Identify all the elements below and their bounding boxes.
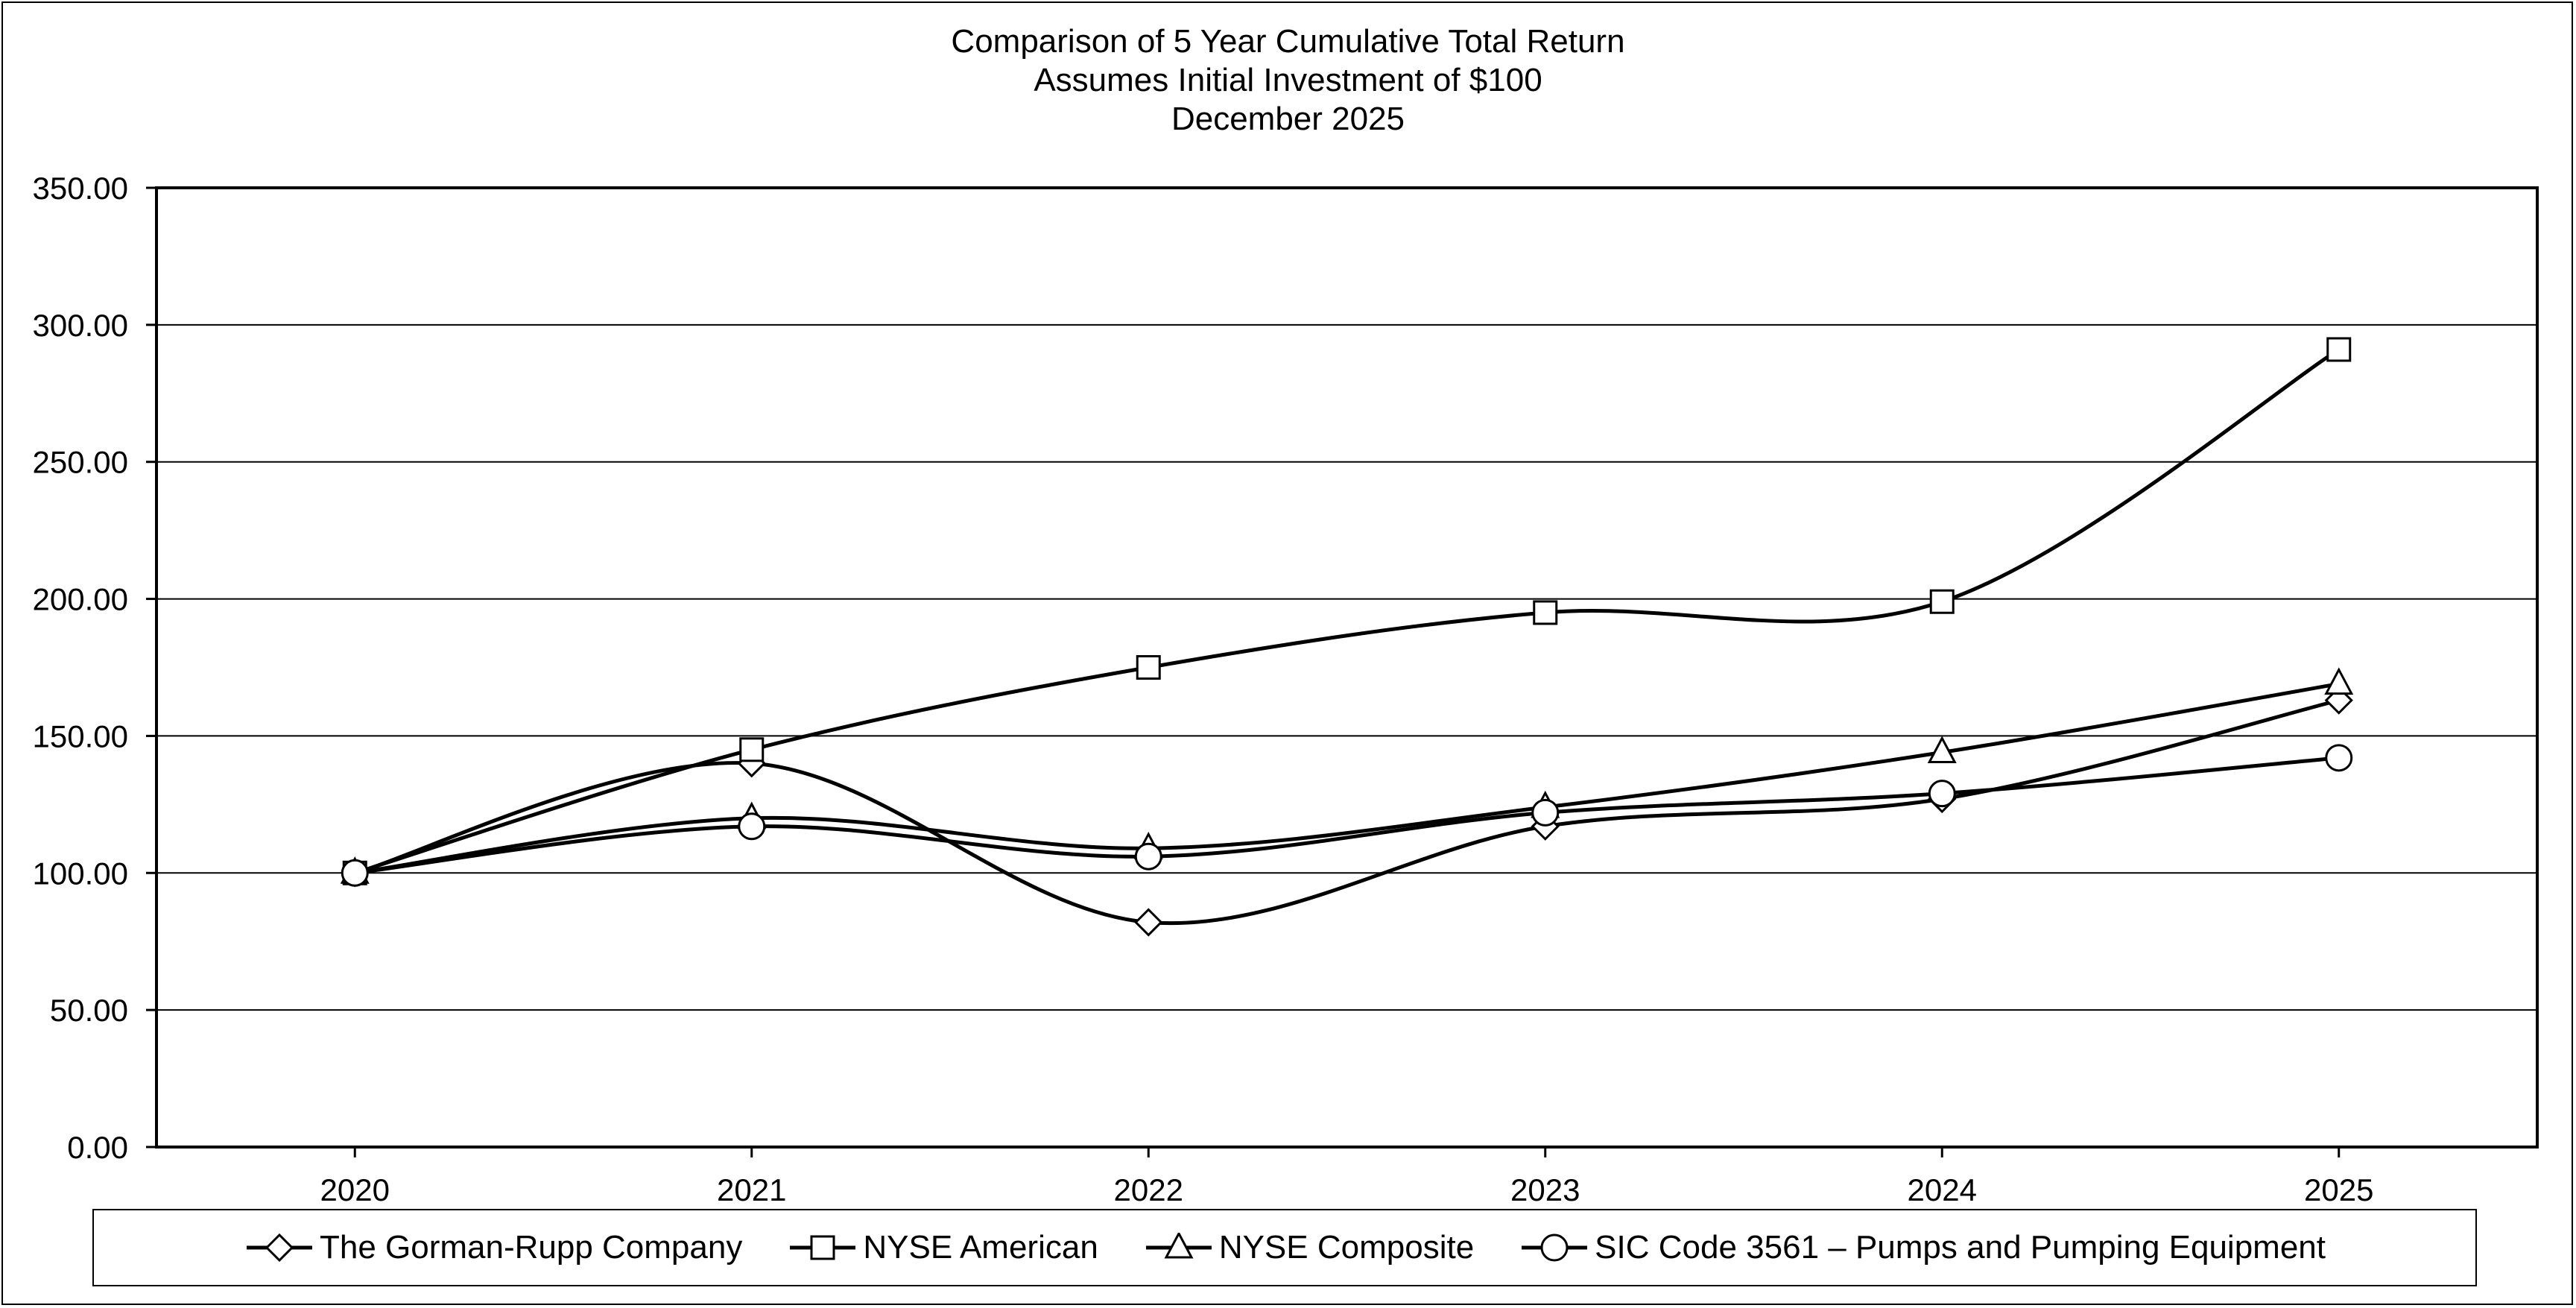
series-lines bbox=[354, 347, 2341, 926]
series-line-square bbox=[354, 347, 2341, 875]
legend-label: SIC Code 3561 – Pumps and Pumping Equipm… bbox=[1595, 1229, 2326, 1266]
legend-marker-triangle bbox=[1164, 1233, 1194, 1259]
data-point-circle bbox=[2325, 744, 2353, 772]
legend-swatch-diamond bbox=[246, 1233, 312, 1263]
chart-subtitle-2: December 2025 bbox=[1171, 101, 1405, 137]
data-point-circle bbox=[341, 859, 369, 887]
legend-item-sic-3561: SIC Code 3561 – Pumps and Pumping Equipm… bbox=[1519, 1229, 2326, 1266]
y-tick-label: 0.00 bbox=[67, 1130, 128, 1165]
data-point-square bbox=[1929, 589, 1955, 614]
legend-label: NYSE Composite bbox=[1218, 1229, 1475, 1266]
data-point-circle bbox=[738, 812, 766, 841]
data-point-square bbox=[1136, 655, 1161, 680]
series-line-diamond bbox=[354, 698, 2340, 926]
legend-swatch-square bbox=[790, 1235, 856, 1260]
x-tick-label: 2025 bbox=[2304, 1172, 2373, 1207]
data-point-triangle bbox=[1927, 736, 1957, 763]
legend-swatch-triangle bbox=[1145, 1233, 1212, 1259]
axes: 0.00 50.00 100.00 150.00 200.00 250.00 300.00 3… bbox=[33, 171, 2539, 1207]
series-line-circle bbox=[354, 756, 2339, 875]
chart-subtitle-1: Assumes Initial Investment of $100 bbox=[1034, 62, 1542, 98]
y-tick-label: 350.00 bbox=[33, 171, 128, 206]
data-point-square bbox=[739, 737, 765, 762]
legend-item-gorman-rupp: The Gorman-Rupp Company bbox=[244, 1229, 742, 1266]
data-point-circle bbox=[1134, 842, 1162, 871]
x-tick-label: 2023 bbox=[1510, 1172, 1580, 1207]
data-point-diamond bbox=[1134, 908, 1163, 937]
series-line-triangle bbox=[354, 682, 2340, 875]
legend-marker-circle bbox=[1540, 1233, 1569, 1262]
data-points bbox=[340, 337, 2354, 937]
grid-lines bbox=[156, 323, 2537, 1011]
legend-label: The Gorman-Rupp Company bbox=[319, 1229, 743, 1266]
y-tick-label: 200.00 bbox=[33, 582, 128, 617]
y-tick-label: 300.00 bbox=[33, 308, 128, 343]
x-tick-label: 2021 bbox=[717, 1172, 786, 1207]
x-tick-label: 2022 bbox=[1114, 1172, 1183, 1207]
chart-title: Comparison of 5 Year Cumulative Total Re… bbox=[951, 23, 1625, 60]
legend: The Gorman-Rupp Company NYSE American NY… bbox=[92, 1209, 2477, 1286]
legend-marker-diamond bbox=[265, 1233, 294, 1263]
plot-area bbox=[155, 186, 2539, 1149]
y-tick-label: 150.00 bbox=[33, 718, 128, 753]
legend-marker-square bbox=[810, 1235, 835, 1260]
data-point-circle bbox=[1928, 780, 1956, 808]
legend-item-nyse-american: NYSE American bbox=[787, 1229, 1098, 1266]
x-tick-label: 2024 bbox=[1908, 1172, 1977, 1207]
legend-item-nyse-composite: NYSE Composite bbox=[1143, 1229, 1474, 1266]
y-tick-label: 50.00 bbox=[50, 993, 128, 1028]
data-point-circle bbox=[1531, 798, 1560, 827]
y-tick-label: 250.00 bbox=[33, 445, 128, 480]
legend-swatch-circle bbox=[1522, 1233, 1588, 1262]
data-point-triangle bbox=[2324, 667, 2354, 695]
chart-titles: Comparison of 5 Year Cumulative Total Re… bbox=[0, 22, 2576, 139]
y-tick-label: 100.00 bbox=[33, 856, 128, 891]
data-point-square bbox=[1533, 600, 1558, 625]
x-tick-label: 2020 bbox=[320, 1172, 390, 1207]
legend-label: NYSE American bbox=[863, 1229, 1098, 1266]
data-point-square bbox=[2326, 337, 2352, 362]
